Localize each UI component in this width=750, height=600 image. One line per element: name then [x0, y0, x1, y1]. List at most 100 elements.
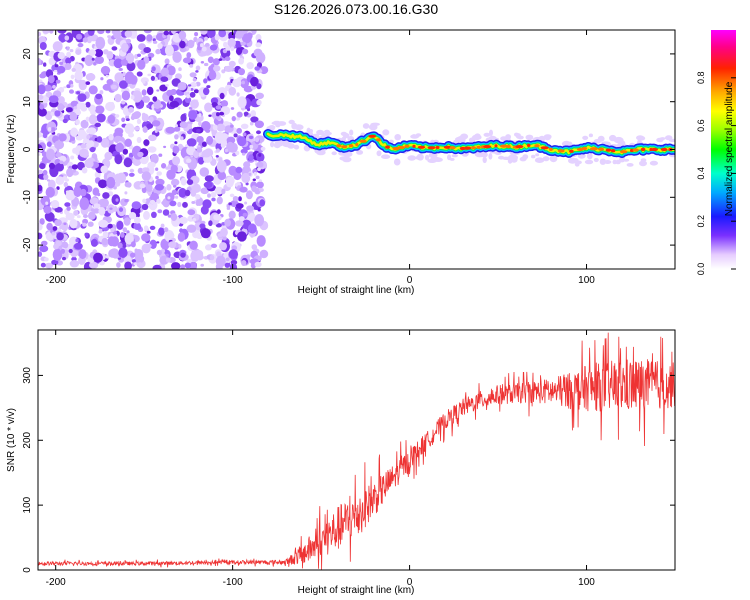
- noise-blob: [146, 123, 154, 129]
- signal-halo: [626, 163, 634, 167]
- noise-blob: [135, 212, 140, 218]
- spectrogram-ytick-label: 20: [22, 48, 33, 60]
- noise-blob: [198, 113, 202, 118]
- signal-halo: [534, 157, 545, 163]
- signal-peak: [404, 144, 410, 148]
- signal-peak: [549, 147, 553, 151]
- noise-blob: [164, 44, 174, 57]
- signal-halo: [325, 130, 330, 138]
- noise-blob: [251, 185, 257, 192]
- noise-blob: [86, 36, 93, 44]
- noise-blob: [247, 223, 257, 234]
- noise-blob: [42, 132, 48, 139]
- noise-blob: [93, 208, 101, 214]
- noise-blob: [38, 108, 47, 117]
- noise-blob: [207, 56, 214, 64]
- noise-blob: [119, 80, 128, 89]
- noise-blob: [77, 43, 84, 48]
- noise-blob: [125, 118, 130, 121]
- noise-blob: [201, 46, 207, 52]
- noise-blob: [254, 261, 262, 268]
- noise-blob: [76, 102, 87, 110]
- noise-blob: [123, 157, 133, 168]
- noise-blob: [192, 218, 197, 222]
- noise-blob: [42, 169, 48, 176]
- noise-blob: [200, 187, 209, 195]
- snr-x-axis: -200 -100 0 100: [46, 330, 595, 588]
- signal-peak: [569, 149, 574, 153]
- noise-blob: [86, 134, 91, 140]
- noise-blob: [226, 141, 235, 153]
- noise-blob: [50, 127, 56, 132]
- noise-blob: [235, 203, 244, 209]
- noise-blob: [69, 89, 74, 94]
- noise-blob: [206, 85, 211, 89]
- noise-blob: [218, 111, 225, 116]
- noise-blob: [55, 176, 65, 185]
- noise-blob: [154, 184, 164, 191]
- noise-blob: [163, 145, 167, 149]
- noise-blob: [256, 161, 264, 168]
- signal-peak: [632, 148, 639, 152]
- noise-blob: [66, 46, 70, 51]
- noise-blob: [203, 87, 210, 96]
- noise-blob: [95, 93, 103, 100]
- spectrogram-xtick-label: -200: [46, 275, 66, 286]
- noise-blob: [200, 61, 205, 64]
- noise-blob: [105, 101, 116, 112]
- noise-blob: [253, 171, 257, 176]
- noise-blob: [209, 254, 215, 261]
- noise-blob: [238, 216, 245, 222]
- noise-blob: [139, 183, 146, 189]
- noise-blob: [186, 224, 197, 233]
- signal-peak: [355, 143, 359, 147]
- noise-blob: [202, 199, 212, 209]
- noise-blob: [233, 171, 242, 181]
- signal-peak: [359, 139, 367, 143]
- noise-blob: [138, 43, 146, 51]
- spectrogram-x-axis: -200 -100 0 100: [46, 30, 595, 286]
- noise-blob: [230, 124, 234, 128]
- noise-blob: [107, 35, 112, 39]
- noise-blob: [89, 197, 99, 205]
- noise-blob: [64, 202, 71, 208]
- snr-ytick-label: 100: [22, 496, 33, 513]
- noise-blob: [206, 135, 214, 145]
- noise-blob: [221, 69, 226, 74]
- noise-blob: [48, 95, 59, 103]
- noise-blob: [159, 84, 168, 92]
- noise-blob: [149, 225, 156, 230]
- noise-blob: [256, 99, 262, 106]
- noise-blob: [126, 61, 136, 72]
- noise-blob: [149, 199, 156, 205]
- noise-blob: [177, 106, 181, 111]
- noise-blob: [180, 136, 184, 141]
- noise-blob: [249, 121, 254, 126]
- signal-halo: [488, 153, 493, 160]
- noise-blob: [94, 48, 104, 58]
- noise-blob: [204, 62, 209, 67]
- noise-blob: [166, 169, 176, 180]
- signal-halo: [588, 133, 594, 138]
- noise-blob: [143, 225, 149, 231]
- noise-blob: [124, 191, 128, 195]
- noise-blob: [219, 242, 227, 251]
- noise-blob: [218, 30, 227, 38]
- noise-blob: [63, 181, 68, 188]
- noise-blob: [248, 135, 254, 140]
- noise-blob: [124, 30, 133, 38]
- noise-blob: [207, 193, 211, 198]
- noise-blob: [195, 70, 199, 73]
- noise-blob: [141, 113, 149, 122]
- noise-blob: [46, 148, 55, 161]
- noise-blob: [191, 183, 201, 193]
- noise-blob: [54, 140, 65, 150]
- noise-blob: [188, 110, 198, 120]
- noise-blob: [253, 48, 263, 57]
- noise-blob: [121, 42, 129, 53]
- noise-blob: [238, 196, 242, 202]
- noise-blob: [151, 211, 157, 218]
- snr-ytick-label: 200: [22, 431, 33, 448]
- noise-blob: [169, 100, 180, 108]
- noise-blob: [54, 64, 59, 68]
